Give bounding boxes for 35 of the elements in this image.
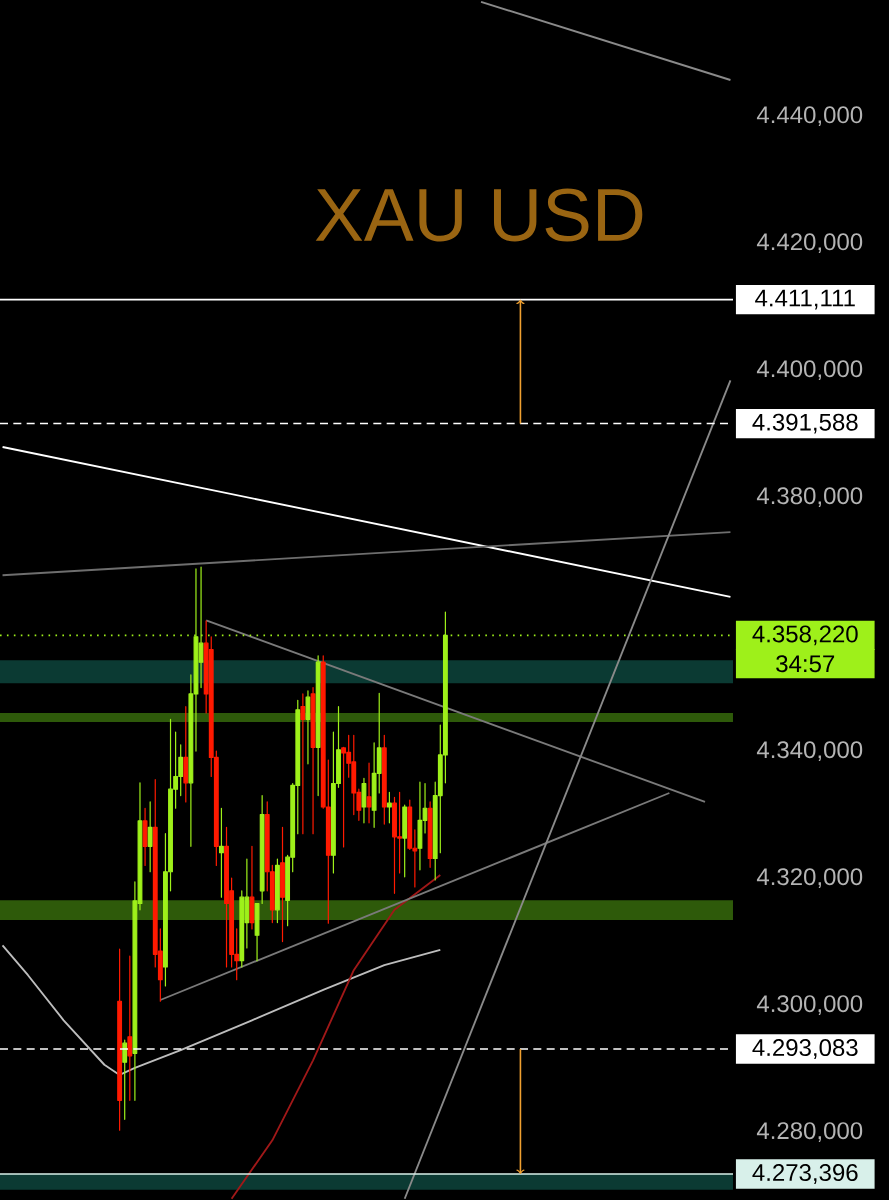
candlestick: [127, 955, 133, 1101]
ref-line-label: 4.391,588: [752, 413, 858, 434]
y-tick-label: 4.300,000: [756, 995, 863, 1015]
candlestick: [386, 791, 392, 824]
line-series: [230, 873, 442, 1200]
y-tick-label: 4.380,000: [756, 487, 863, 508]
y-tick-label: 4.320,000: [756, 868, 863, 889]
y-tick-label: 4.340,000: [756, 741, 863, 762]
candlestick: [402, 804, 408, 878]
candlestick: [310, 687, 316, 835]
y-tick-label: 4.440,000: [756, 106, 863, 127]
text: 34:57: [776, 655, 835, 673]
candlestick: [274, 858, 280, 924]
y-tick-label: 4.420,000: [756, 233, 863, 254]
candlestick: [147, 801, 153, 873]
candlestick: [305, 690, 311, 765]
candlestick: [142, 807, 148, 866]
y-tick-label: 4.280,000: [756, 1122, 863, 1142]
ref-line-label: 4.411,111: [755, 289, 855, 310]
candlestick: [427, 801, 433, 868]
ref-line-label: 4.293,083: [752, 1039, 858, 1059]
candlestick: [300, 693, 306, 835]
y-tick-label: 4.400,000: [756, 360, 863, 381]
candlestick: [117, 948, 123, 1131]
candlestick: [280, 826, 285, 943]
candlestick: [315, 655, 321, 797]
candlestick: [361, 777, 367, 824]
candlestick: [249, 845, 255, 930]
ref-line-label: 4.358,220: [752, 625, 858, 646]
candlestick: [381, 734, 387, 825]
candlestick: [366, 762, 372, 824]
text: XAU USD: [315, 188, 643, 242]
candlestick: [183, 706, 189, 803]
line-series: [1, 944, 442, 1076]
ref-line-label: 4.273,396: [752, 1164, 858, 1184]
